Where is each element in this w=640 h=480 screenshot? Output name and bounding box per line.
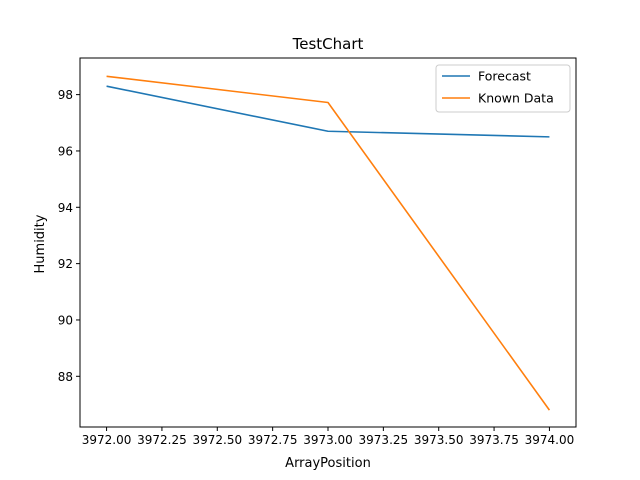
y-tick-label: 98 xyxy=(58,88,73,102)
x-tick-label: 3972.00 xyxy=(82,433,132,447)
y-axis-label: Humidity xyxy=(33,214,48,273)
legend-label: Forecast xyxy=(478,69,531,84)
x-tick-label: 3974.00 xyxy=(525,433,575,447)
x-tick-label: 3973.25 xyxy=(359,433,409,447)
y-tick-label: 94 xyxy=(58,201,73,215)
y-tick-label: 96 xyxy=(58,144,73,158)
series-line-forecast xyxy=(106,85,550,138)
x-tick-label: 3973.50 xyxy=(414,433,464,447)
x-tick-label: 3972.50 xyxy=(192,433,242,447)
y-tick-label: 90 xyxy=(58,313,73,327)
plot-area: 3972.00 3972.25 3972.50 3972.75 3973.00 3973.… xyxy=(58,57,577,447)
x-tick-label: 3972.75 xyxy=(248,433,298,447)
y-tick-label: 92 xyxy=(58,257,73,271)
x-tick-label: 3973.00 xyxy=(303,433,353,447)
x-tick-label: 3972.25 xyxy=(137,433,187,447)
x-axis-label: ArrayPosition xyxy=(285,456,371,471)
x-tick-label: 3973.75 xyxy=(469,433,519,447)
legend: Forecast Known Data xyxy=(435,64,571,113)
chart-title: TestChart xyxy=(292,35,364,53)
legend-label: Known Data xyxy=(478,91,554,106)
y-tick-label: 88 xyxy=(58,370,73,384)
series-line-known-data xyxy=(106,75,551,411)
